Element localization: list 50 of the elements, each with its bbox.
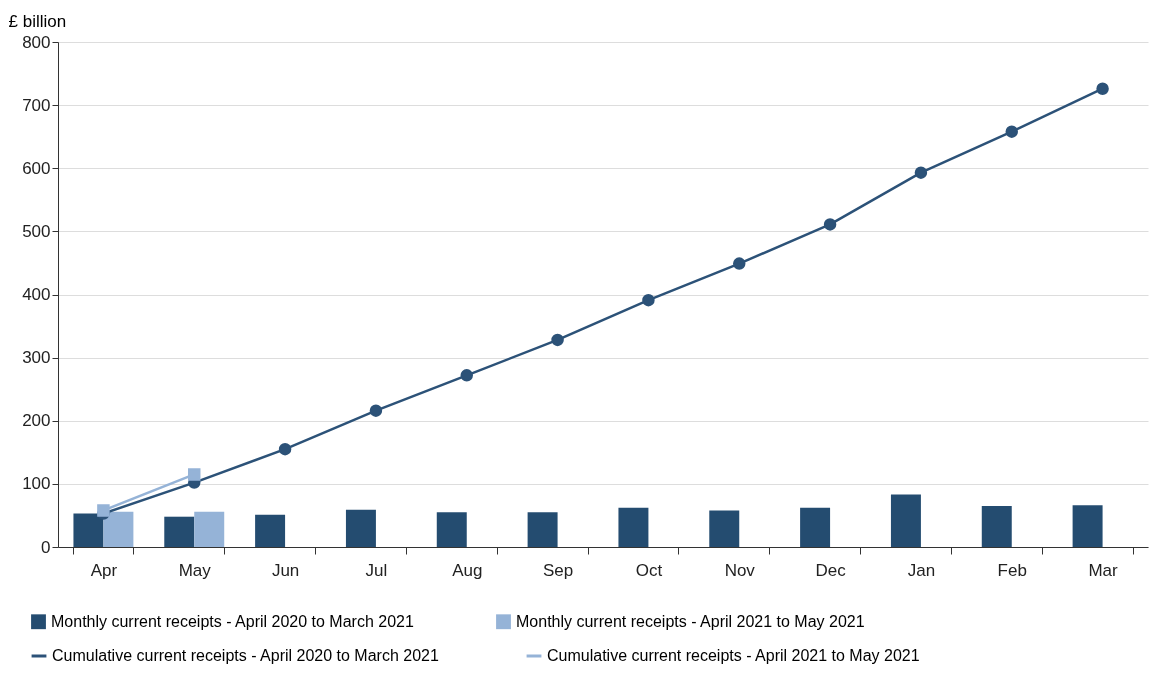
point bbox=[914, 166, 928, 179]
x-tick-label: Dec bbox=[815, 560, 847, 580]
y-tick-label: 200 bbox=[22, 411, 51, 431]
point bbox=[733, 257, 746, 270]
point bbox=[460, 369, 473, 382]
legend-label: Monthly current receipts - April 2021 to May 2021 bbox=[516, 612, 865, 630]
legend-label: Cumulative current receipts - April 2021 to May 2021 bbox=[547, 647, 920, 664]
bar bbox=[73, 513, 104, 547]
point bbox=[188, 468, 201, 481]
y-tick-label: 500 bbox=[22, 221, 51, 241]
y-tick-label: 0 bbox=[41, 537, 51, 557]
bar bbox=[890, 494, 921, 547]
bar bbox=[345, 509, 376, 547]
bar bbox=[1072, 505, 1103, 547]
bar bbox=[981, 505, 1012, 547]
y-axis-title: £ billion bbox=[8, 11, 67, 31]
point bbox=[1096, 82, 1109, 95]
x-tick-label: May bbox=[178, 560, 212, 580]
x-tick-label: Sep bbox=[542, 560, 574, 580]
x-tick-label: Aug bbox=[452, 560, 483, 580]
x-tick-label: Nov bbox=[724, 560, 756, 580]
x-tick-label: Jul bbox=[365, 560, 388, 580]
y-tick-label: 100 bbox=[22, 474, 51, 494]
bar bbox=[255, 514, 286, 547]
x-tick-label: Jan bbox=[907, 560, 936, 580]
bar bbox=[436, 512, 467, 547]
x-tick-label: Apr bbox=[90, 560, 118, 580]
point bbox=[642, 293, 655, 307]
point bbox=[823, 218, 837, 231]
x-tick-label: Jun bbox=[271, 560, 300, 580]
y-tick-label: 700 bbox=[22, 95, 51, 115]
y-tick-label: 800 bbox=[22, 32, 51, 52]
legend-label: Cumulative current receipts - April 2020 to March 2021 bbox=[52, 647, 439, 664]
bar bbox=[194, 511, 225, 547]
bar bbox=[527, 512, 558, 547]
point bbox=[278, 442, 292, 456]
point bbox=[369, 404, 383, 417]
legend-label: Monthly current receipts - April 2020 to March 2021 bbox=[51, 612, 414, 630]
y-tick-label: 300 bbox=[22, 348, 51, 368]
y-tick-label: 400 bbox=[22, 285, 51, 304]
bar bbox=[709, 510, 740, 547]
x-tick-label: Mar bbox=[1088, 560, 1119, 580]
bar bbox=[800, 507, 831, 547]
point bbox=[551, 333, 564, 347]
y-tick-label: 600 bbox=[22, 158, 51, 178]
x-tick-label: Oct bbox=[635, 560, 663, 580]
bar bbox=[164, 516, 195, 547]
bar bbox=[618, 507, 649, 547]
x-tick-label: Feb bbox=[997, 560, 1027, 580]
point bbox=[1005, 125, 1018, 138]
